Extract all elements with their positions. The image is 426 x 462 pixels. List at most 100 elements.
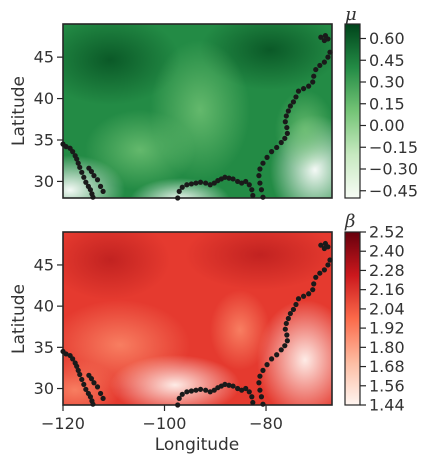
coastline-point (175, 195, 181, 201)
coastline-point (325, 36, 331, 42)
coastline-point (278, 347, 284, 353)
coastline-point (295, 296, 302, 302)
coastline-point (226, 382, 232, 388)
coastline-point (290, 306, 297, 313)
beta-colorbar (345, 232, 360, 405)
coastline-point (257, 373, 263, 379)
coastline-point (239, 180, 245, 186)
coastline-point (226, 175, 232, 181)
mu-colorbar-title: μ (345, 4, 357, 25)
coastline-point (285, 315, 291, 322)
beta-xlabel: Longitude (155, 435, 240, 455)
coastline-point (325, 54, 331, 60)
coastline-point (74, 156, 80, 162)
coastline-point (300, 86, 307, 92)
coastline-point (325, 262, 331, 268)
coastline-point (260, 194, 266, 200)
coastline-point (75, 160, 81, 166)
coastline-point (318, 34, 324, 40)
coastline-point (283, 113, 289, 119)
coastline-point (284, 332, 290, 338)
coastline-point (284, 124, 290, 131)
colorbar-tick-label: 0.30 (369, 73, 405, 92)
colorbar-tick-label: 1.44 (369, 396, 405, 415)
coastline-point (81, 381, 87, 388)
coastline-point (239, 387, 245, 393)
y-tick-label: 40 (34, 297, 54, 316)
mu-colorbar (345, 24, 360, 198)
coastline-point (258, 187, 265, 193)
coastline-point (250, 399, 256, 406)
coastline-point (188, 181, 195, 187)
coastline-point (287, 103, 293, 109)
coastline-point (260, 401, 266, 407)
coastline-point (258, 394, 265, 400)
coastline-point (285, 108, 291, 114)
coastline-point (327, 49, 333, 55)
coastline-point (75, 367, 81, 373)
coastline-point (77, 371, 83, 378)
coastline-point (70, 149, 76, 155)
coastline-point (256, 173, 262, 179)
x-tick-label: −100 (143, 414, 187, 433)
beta-coastline (60, 240, 333, 408)
coastline-point (260, 367, 266, 373)
coastline-point (311, 73, 317, 79)
coastline-point (269, 149, 275, 155)
coastline-point (264, 362, 270, 368)
coastline-point (222, 381, 228, 388)
beta-ylabel: Latitude (9, 284, 29, 354)
coastline-point (311, 281, 317, 287)
colorbar-tick-label: 1.68 (369, 357, 405, 376)
coastline-point (249, 394, 255, 400)
coastline-point (246, 182, 252, 188)
coastline-point (321, 267, 327, 273)
colorbar-tick-label: 0.60 (369, 29, 405, 48)
beta-colorbar-ticks: 2.522.402.282.162.041.921.801.681.561.44 (360, 223, 405, 415)
coastline-point (246, 389, 252, 395)
coastline-point (300, 293, 307, 299)
coastline-point (310, 287, 316, 293)
y-tick-label: 45 (34, 255, 54, 274)
coastline-point (176, 188, 182, 194)
coastline-point (91, 380, 97, 386)
coastline-point (269, 356, 275, 362)
coastline-point (293, 301, 299, 308)
coastline-point (230, 383, 236, 389)
colorbar-tick-label: 1.80 (369, 338, 405, 357)
coastline-point (74, 363, 80, 369)
coastline-point (317, 62, 323, 69)
beta-colorbar-frame (344, 231, 361, 406)
coastline-point (278, 139, 284, 146)
colorbar-tick-label: 2.28 (369, 261, 405, 280)
y-tick-label: 40 (34, 89, 54, 108)
coastline-point (94, 384, 101, 390)
coastline-point (184, 389, 190, 395)
coastline-point (81, 174, 87, 180)
mu-coastline (60, 33, 333, 201)
coastline-point (63, 351, 69, 357)
coastline-point (249, 187, 255, 193)
mu-colorbar-ticks: 0.60 0.45 0.30 0.15 0.00 −0.15 −0.30 −0.45 (360, 29, 418, 200)
mu-panel: 30 35 40 45 Latitude 0.60 0.45 0.30 0.15 0.00 −0… (9, 4, 418, 201)
colorbar-tick-label: 0.00 (369, 116, 405, 135)
coastline-point (293, 94, 299, 100)
coastline-point (222, 174, 228, 180)
colorbar-tick-label: 0.15 (369, 94, 405, 113)
coastline-point (83, 386, 89, 392)
coastline-point (243, 178, 249, 185)
colorbar-tick-label: −0.30 (369, 160, 418, 179)
coastline-point (79, 376, 85, 383)
coastline-point (274, 352, 280, 358)
coastline-point (306, 291, 312, 297)
coastline-point (70, 356, 76, 362)
y-tick-label: 45 (34, 48, 54, 67)
coastline-point (87, 187, 94, 193)
x-tick-label: −80 (249, 414, 283, 433)
coastline-point (94, 177, 101, 183)
coastline-point (90, 194, 96, 200)
beta-x-ticks: −120 −100 −80 (41, 405, 283, 433)
coastline-point (97, 183, 104, 189)
